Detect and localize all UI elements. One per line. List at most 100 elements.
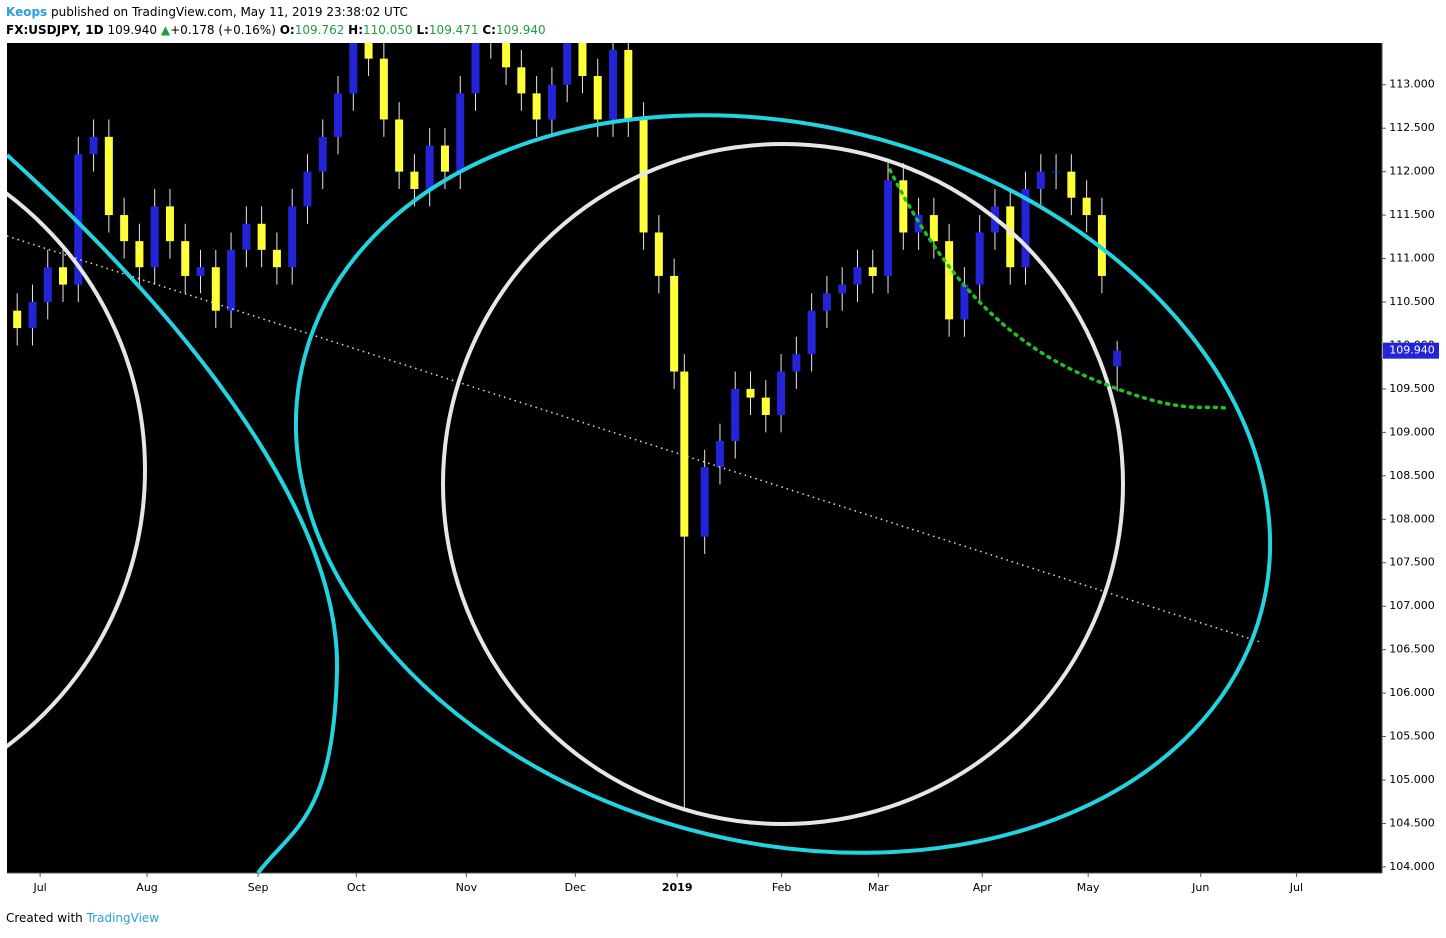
candle-body	[624, 49, 633, 120]
candle-body	[43, 267, 52, 302]
x-tick-label: Oct	[347, 881, 367, 894]
candle-body	[135, 241, 144, 268]
brand[interactable]: TradingView	[86, 911, 160, 925]
x-tick-label: Jun	[1191, 881, 1209, 894]
candle-body	[532, 93, 541, 120]
candle-body	[303, 171, 312, 207]
plot-background	[7, 43, 1382, 873]
candle-body	[746, 388, 755, 398]
candle-body	[395, 119, 404, 172]
candle-body	[680, 371, 689, 537]
x-tick-label: 2019	[662, 881, 693, 894]
candle-body	[1036, 171, 1045, 190]
y-tick-label: 107.500	[1389, 556, 1435, 569]
candle-body	[899, 180, 908, 233]
candle-body	[593, 76, 602, 120]
y-tick-label: 109.500	[1389, 382, 1435, 395]
footer: Created with TradingView	[6, 911, 159, 925]
y-tick-label: 104.500	[1389, 816, 1435, 829]
candle-body	[822, 293, 831, 311]
x-tick-label: Aug	[136, 881, 157, 894]
candle-body	[1082, 197, 1091, 216]
candle-body	[1006, 206, 1015, 268]
x-tick-label: Jul	[32, 881, 46, 894]
symbol: FX:USDJPY, 1D	[6, 23, 104, 37]
y-tick-label: 104.000	[1389, 860, 1435, 873]
candle-body	[456, 93, 465, 172]
candle-body	[945, 241, 954, 320]
candle-body	[715, 441, 724, 468]
candle-body	[227, 249, 236, 311]
arrow: ▲	[160, 23, 171, 37]
candle-body	[563, 43, 572, 85]
header: Keops published on TradingView.com, May …	[6, 3, 546, 39]
y-tick-label: 108.000	[1389, 512, 1435, 525]
candle-body	[257, 223, 266, 250]
ohlc-value: 109.471	[428, 23, 479, 37]
projection-curve	[888, 168, 1227, 410]
candle-body	[914, 215, 923, 233]
candle-body	[318, 136, 327, 172]
candle-body	[425, 145, 434, 190]
circle	[7, 191, 147, 749]
candle-body	[517, 67, 526, 94]
ohlc-label: L:	[416, 23, 429, 37]
candle-body	[104, 136, 113, 216]
candle-body	[440, 145, 449, 172]
y-tick-label: 112.500	[1389, 121, 1435, 134]
candle-body	[654, 232, 663, 276]
author[interactable]: Keops	[6, 5, 48, 19]
created: Created with	[6, 911, 83, 925]
candle-body	[120, 215, 129, 242]
candle-body	[975, 232, 984, 285]
x-tick-label: Feb	[772, 881, 791, 894]
candle-body	[609, 49, 618, 120]
candle-body	[471, 43, 480, 94]
x-tick-label: Mar	[868, 881, 889, 894]
candle-body	[1021, 189, 1030, 268]
candle-body	[288, 206, 297, 268]
last: 109.940	[107, 23, 158, 37]
candles	[13, 43, 1122, 808]
x-tick-label: Sep	[248, 881, 269, 894]
y-tick-label: 106.000	[1389, 686, 1435, 699]
candle-body	[700, 467, 709, 537]
candle-body	[59, 267, 68, 285]
circle	[441, 142, 1125, 826]
candle-body	[379, 58, 388, 120]
candle-body	[1097, 215, 1106, 276]
candle-body	[838, 284, 847, 294]
candle-body	[670, 275, 679, 372]
axes: 104.000 104.500 105.000 105.500 106.000 106.5…	[32, 78, 1439, 894]
change: +0.178 (+0.16%)	[170, 23, 276, 37]
y-tick-label: 113.000	[1389, 78, 1435, 91]
candle-body	[334, 93, 343, 137]
candle-body	[884, 180, 893, 276]
candle-body	[868, 267, 877, 276]
candle-body	[960, 284, 969, 320]
candle-body	[89, 136, 98, 155]
candle-body	[547, 84, 556, 120]
y-tick-label: 109.000	[1389, 425, 1435, 438]
candle-body	[13, 310, 22, 329]
ohlc-label: C:	[482, 23, 496, 37]
candle-body	[761, 397, 770, 415]
candle-body	[196, 267, 205, 276]
last-price-label: 109.940	[1389, 344, 1435, 357]
candle-body	[165, 206, 174, 242]
y-tick-label: 107.000	[1389, 599, 1435, 612]
candle-body	[272, 249, 281, 268]
ellipse	[293, 113, 1273, 855]
candle-body	[1067, 171, 1076, 198]
y-tick-label: 105.500	[1389, 730, 1435, 743]
ohlc-value: 109.762	[294, 23, 345, 37]
y-tick-label: 106.500	[1389, 643, 1435, 656]
candle-body	[410, 171, 419, 190]
ohlc-value: 110.050	[363, 23, 413, 37]
y-tick-label: 112.000	[1389, 165, 1435, 178]
candle-body	[150, 206, 159, 268]
x-tick-label: Dec	[565, 881, 586, 894]
arc	[7, 153, 340, 873]
ohlc-label: O:	[279, 23, 295, 37]
